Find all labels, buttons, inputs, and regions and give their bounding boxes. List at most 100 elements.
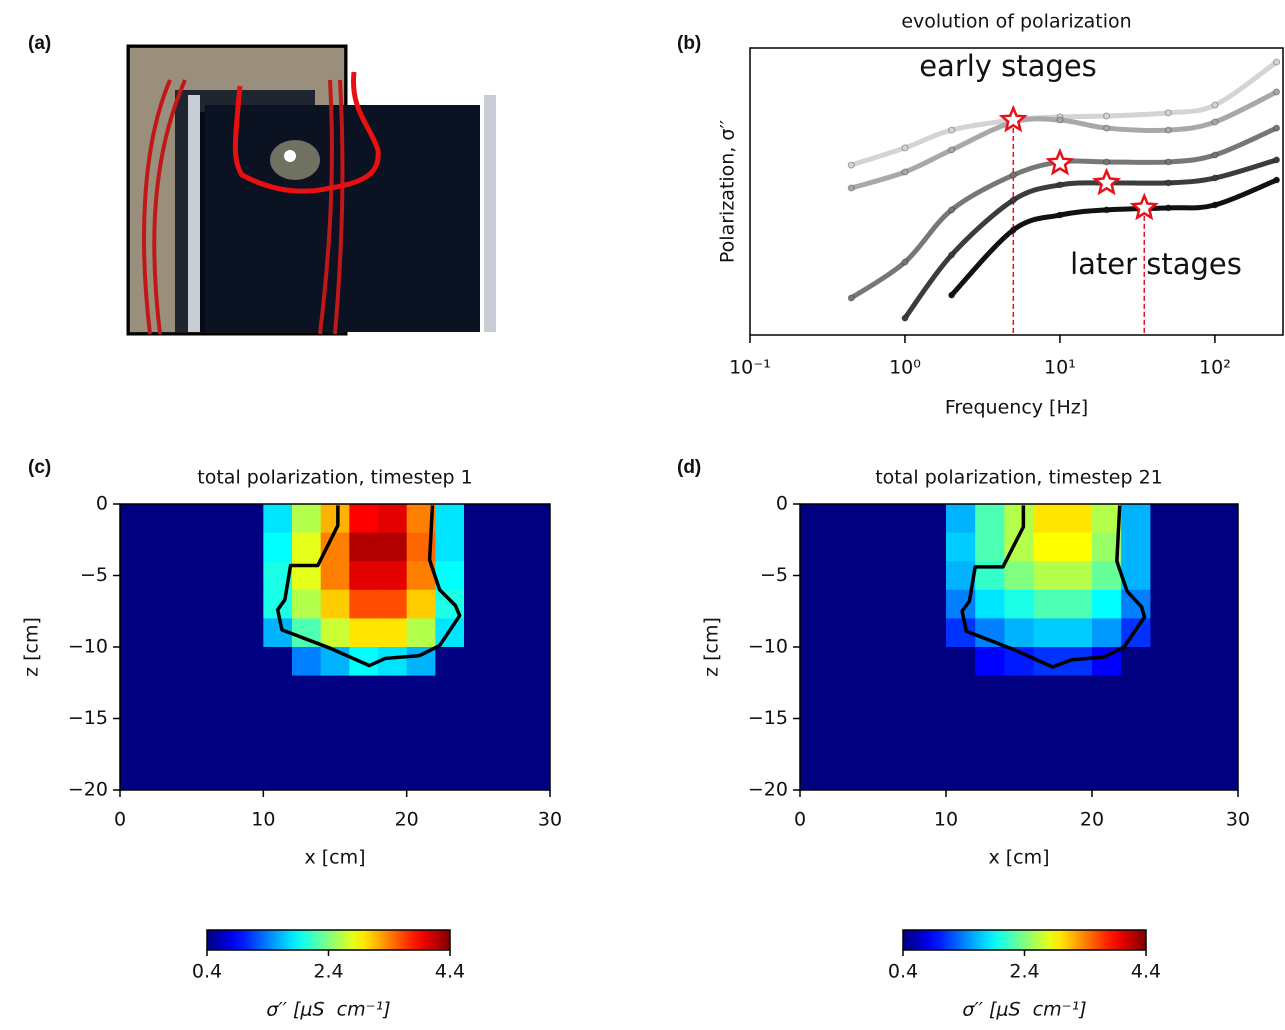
data-point [901,168,909,176]
heatmap-cell [349,504,379,534]
data-point [847,294,855,302]
heatmap-cell [800,561,830,591]
heatmap-cell [1092,761,1122,791]
heatmap-cell [120,704,150,734]
y-axis-label: z [cm] [21,617,43,677]
heatmap-cell [1062,532,1093,562]
heatmap-cell [1208,761,1239,791]
heatmap-cell [1033,675,1064,705]
heatmap-cell [464,532,494,562]
heatmap-cell [464,561,494,591]
heatmap-cell [435,732,465,762]
data-point [901,258,909,266]
heatmap-cell [946,704,976,734]
heatmap-cell [148,675,178,705]
x-tick-label: 10² [1199,357,1231,379]
heatmap-cell [1150,532,1181,562]
panel-label: (c) [28,457,51,478]
heatmap-cell [292,732,322,762]
heatmap-cell [378,732,408,762]
heatmap-cell [492,504,522,534]
heatmap-cell [829,704,859,734]
data-point [1164,126,1172,134]
data-point [1103,206,1111,214]
heatmap-cell [406,589,436,619]
panel-label: (b) [677,33,701,54]
heatmap-cell [378,675,408,705]
data-point [948,291,956,299]
data-point [1164,204,1172,212]
heatmap-cell [435,647,465,677]
data-point [1056,211,1064,219]
heatmap-cell [521,647,551,677]
heatmap-cell [1179,618,1210,648]
colorbar [206,929,451,951]
heatmap-cell [1004,618,1035,648]
heatmap-cell [177,589,207,619]
colorbar-tick-label: 0.4 [192,961,222,983]
heatmap-cell [320,732,350,762]
heatmap-cell [349,675,379,705]
heatmap-cell [946,761,976,791]
heatmap-cell [829,561,859,591]
x-tick-label: 20 [395,809,419,831]
heatmap-cell [800,532,830,562]
y-tick-label: −15 [748,707,788,729]
heatmap-cell [1179,561,1210,591]
heatmap-cell [1033,704,1064,734]
heatmap-cell [916,704,947,734]
heatmap-cell [1062,589,1093,619]
heatmap-cell [1062,504,1093,534]
heatmap-cell [858,618,889,648]
heatmap-cell [1062,761,1093,791]
data-point [1273,88,1281,96]
heatmap-cell [1179,732,1210,762]
heatmap-cell [1179,589,1210,619]
series-line [902,157,1280,321]
heatmap-cell [206,532,236,562]
heatmap-cell [492,647,522,677]
heatmap-cell [120,618,150,648]
heatmap-cell [492,589,522,619]
data-point [1164,158,1172,166]
heatmap-cell [1092,618,1122,648]
heatmap-cell [521,589,551,619]
heatmap-cell [263,675,293,705]
heatmap-cell [1062,704,1093,734]
heatmap-cell [234,675,264,705]
heatmap-cell [378,561,408,591]
heatmap-cell [1121,761,1151,791]
heatmap-cell [1179,704,1210,734]
heatmap-cell [1033,532,1064,562]
heatmap-cell [234,704,264,734]
heatmap-cell [887,761,918,791]
heatmap-cell [406,704,436,734]
x-tick-label: 20 [1080,809,1104,831]
heatmap-cell [292,589,322,619]
heatmap-cell [1150,504,1181,534]
heatmap-cell [975,504,1005,534]
heatmap-cell [1062,732,1093,762]
heatmap-cell [378,647,408,677]
heatmap-cell [234,504,264,534]
heatmap-cell [492,732,522,762]
heatmap-cell [378,618,408,648]
heatmap-cell [263,732,293,762]
heatmap-cell [206,761,236,791]
heatmap-cell [206,504,236,534]
heatmap-cell [1208,504,1239,534]
data-point [1273,124,1281,132]
heatmap-cell [1208,704,1239,734]
data-point [1009,196,1017,204]
heatmap-cell [406,761,436,791]
heatmap-cell [435,504,465,534]
heatmap-cell [349,618,379,648]
heatmap-cell [975,761,1005,791]
data-point [1273,58,1281,66]
heatmap-cell [1033,589,1064,619]
heatmap-cell [1033,761,1064,791]
heatmap-cell [1208,732,1239,762]
colorbar-tick-label: 2.4 [313,961,343,983]
x-axis-label: Frequency [Hz] [945,397,1088,419]
heatmap-cell [263,704,293,734]
